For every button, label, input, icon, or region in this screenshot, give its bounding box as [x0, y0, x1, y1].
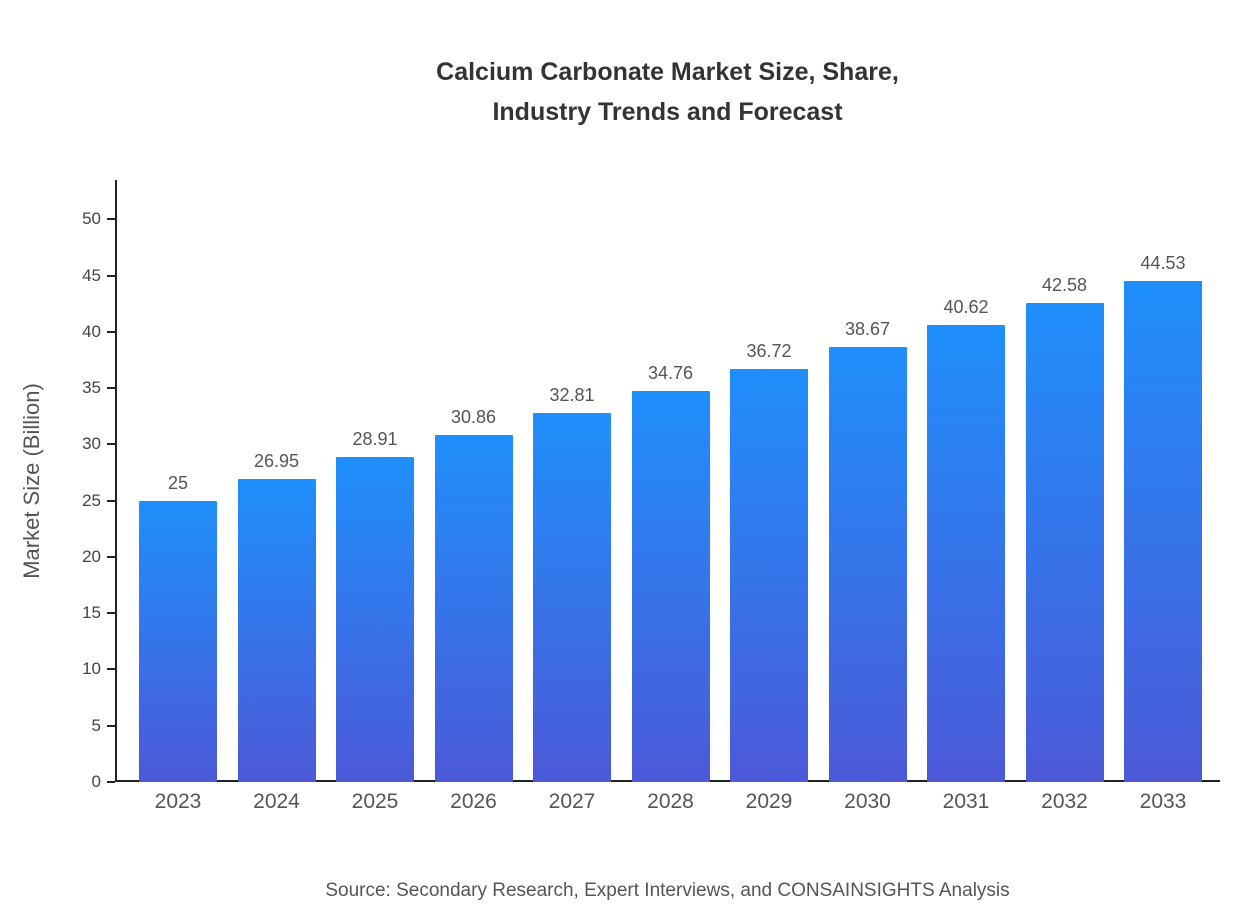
bar-2032	[1025, 302, 1104, 782]
bar-value-label: 26.95	[253, 450, 300, 471]
bar-2029	[730, 368, 808, 782]
bar-2027	[533, 412, 611, 782]
bar-value-label: 32.81	[549, 384, 595, 405]
x-tick-label: 2028	[647, 790, 694, 813]
bar-2028	[631, 390, 710, 782]
y-tick-label: 15	[82, 603, 101, 623]
bar-value-label: 28.91	[352, 428, 398, 449]
bar-2023	[139, 500, 217, 782]
bar-value-label: 38.67	[844, 318, 891, 339]
y-tick-mark	[107, 668, 115, 671]
bar-2024	[237, 478, 316, 782]
bar-2033	[1124, 280, 1202, 782]
x-tick-label: 2031	[942, 790, 990, 813]
y-tick-mark	[107, 724, 115, 727]
y-tick-label: 45	[82, 265, 101, 285]
y-tick-label: 40	[82, 321, 101, 341]
x-tick-label: 2024	[253, 790, 300, 813]
bar-value-label: 30.86	[450, 406, 497, 427]
y-tick-label: 20	[82, 546, 101, 566]
x-tick-label: 2029	[745, 790, 793, 813]
y-tick-label: 5	[91, 715, 101, 735]
x-tick-label: 2032	[1041, 790, 1088, 813]
bar-2026	[434, 434, 513, 782]
bar-2031	[927, 324, 1005, 782]
y-tick-mark	[107, 387, 115, 390]
bar-value-label: 42.58	[1041, 274, 1088, 295]
x-tick-label: 2027	[548, 790, 596, 813]
y-tick-mark	[107, 612, 115, 615]
bar-2030	[828, 346, 907, 782]
y-axis-line	[115, 180, 117, 782]
chart-title-line-1: Calcium Carbonate Market Size, Share,	[436, 58, 899, 86]
x-tick-label: 2030	[844, 790, 891, 813]
chart-title-line-2: Industry Trends and Forecast	[492, 98, 843, 126]
bar-value-label: 44.53	[1140, 252, 1186, 273]
y-tick-mark	[107, 274, 115, 277]
y-tick-mark	[107, 499, 115, 502]
y-tick-label: 50	[82, 209, 101, 229]
chart-title: Calcium Carbonate Market Size, Share, In…	[115, 52, 1220, 132]
y-tick-label: 10	[82, 659, 101, 679]
x-tick-label: 2023	[154, 790, 202, 813]
y-tick-label: 30	[82, 434, 101, 454]
bar-value-label: 25	[167, 472, 189, 493]
y-tick-mark	[107, 781, 115, 783]
y-tick-mark	[107, 555, 115, 558]
y-tick-label: 25	[82, 490, 101, 510]
y-tick-mark	[107, 330, 115, 333]
bar-value-label: 40.62	[943, 296, 989, 317]
bar-value-label: 34.76	[647, 362, 694, 383]
x-tick-label: 2026	[450, 790, 497, 813]
y-tick-label: 35	[82, 378, 101, 398]
y-tick-mark	[107, 443, 115, 446]
y-tick-label: 0	[91, 772, 101, 791]
y-axis-label: Market Size (Billion)	[19, 383, 44, 579]
source-text: Source: Secondary Research, Expert Inter…	[325, 880, 1010, 901]
x-tick-label: 2025	[351, 790, 399, 813]
y-tick-mark	[107, 218, 115, 221]
bar-value-label: 36.72	[746, 340, 792, 361]
x-tick-label: 2033	[1139, 790, 1187, 813]
bar-2025	[336, 456, 414, 782]
plot-area: 0 5 10 15 20 25 30 35 40 45 50 25 2023 26.95 2024 28.9…	[82, 180, 1220, 813]
